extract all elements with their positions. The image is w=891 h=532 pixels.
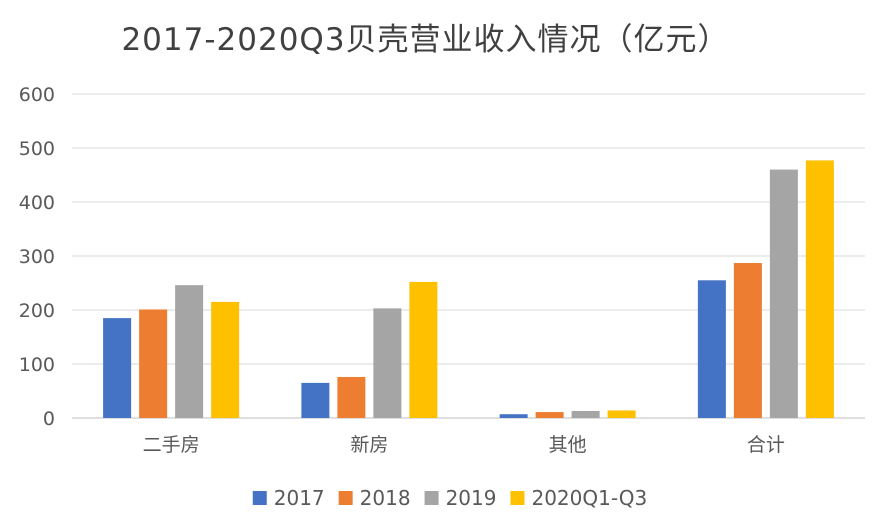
y-tick-label: 0 [43, 408, 55, 430]
legend-swatch [424, 491, 439, 505]
bar [175, 285, 204, 418]
bar [139, 309, 168, 418]
x-tick-label: 二手房 [143, 434, 200, 456]
bar [769, 169, 798, 418]
legend-label: 2020Q1-Q3 [531, 486, 647, 510]
x-tick-label: 合计 [747, 434, 785, 456]
bar [571, 410, 600, 418]
x-tick-label: 新房 [350, 434, 388, 456]
bar [301, 382, 330, 418]
bar [607, 410, 636, 418]
y-tick-label: 100 [19, 354, 55, 376]
bar [733, 263, 762, 418]
bar [211, 301, 240, 418]
y-tick-label: 200 [19, 300, 55, 322]
legend-label: 2018 [360, 486, 411, 510]
bar [337, 376, 366, 418]
legend-swatch [338, 491, 353, 505]
bar [409, 281, 438, 418]
legend-swatch [510, 491, 525, 505]
y-tick-label: 400 [19, 192, 55, 214]
bar [805, 160, 834, 419]
y-tick-label: 300 [19, 246, 55, 268]
x-tick-label: 其他 [549, 434, 587, 456]
legend-label: 2019 [446, 486, 497, 510]
legend-swatch [252, 491, 267, 505]
bar [697, 280, 726, 418]
y-tick-label: 500 [19, 138, 55, 160]
y-tick-label: 600 [19, 84, 55, 106]
legend-label: 2017 [274, 486, 325, 510]
bar [103, 318, 132, 418]
chart-title: 2017-2020Q3贝壳营业收入情况（亿元） [121, 22, 730, 58]
bar [535, 412, 564, 418]
bar [373, 308, 402, 418]
bar [499, 414, 528, 418]
